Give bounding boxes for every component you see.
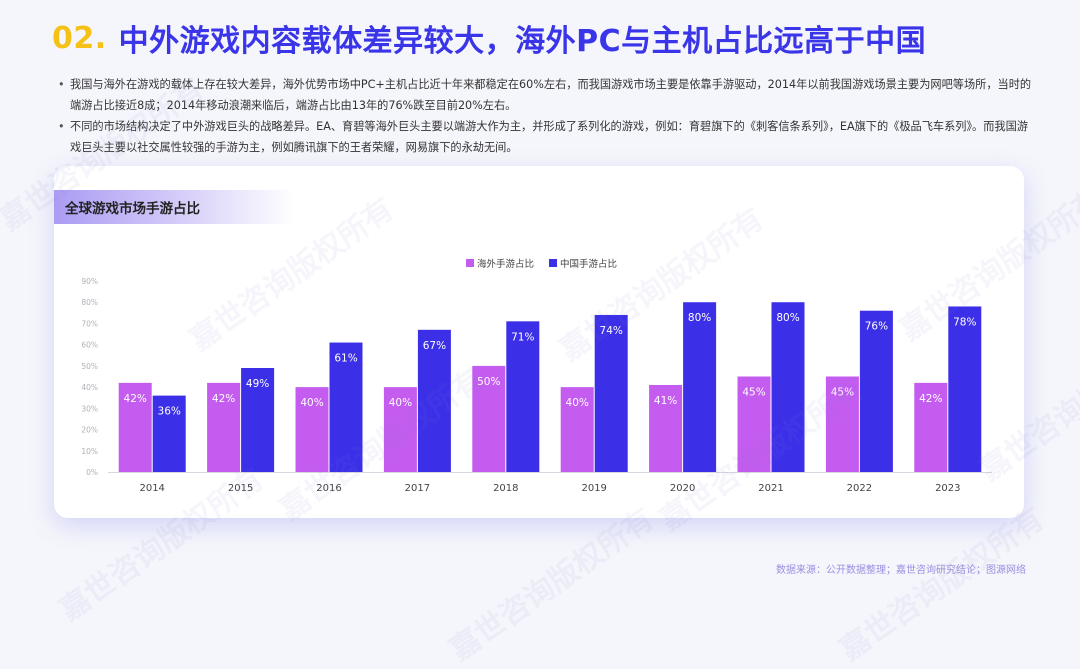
bar-china: [417, 329, 451, 472]
bar-china: [241, 368, 275, 472]
data-label: 41%: [654, 395, 677, 407]
data-label: 40%: [300, 397, 323, 409]
x-tick-label: 2015: [228, 483, 253, 494]
bar-overseas: [825, 376, 859, 472]
x-tick-label: 2022: [847, 483, 872, 494]
data-label: 40%: [566, 397, 589, 409]
bar-overseas: [560, 387, 594, 472]
data-label: 80%: [688, 312, 711, 324]
legend-swatch: [549, 259, 557, 267]
data-label: 74%: [600, 325, 623, 337]
data-label: 36%: [158, 406, 181, 418]
y-tick-label: 40%: [81, 383, 98, 392]
y-tick-label: 60%: [81, 341, 98, 350]
data-label: 50%: [477, 376, 500, 388]
bullet-item: 我国与海外在游戏的载体上存在较大差异，海外优势市场中PC+主机占比近十年来都稳定…: [58, 74, 1033, 116]
data-label: 71%: [511, 331, 534, 343]
data-label: 78%: [953, 316, 976, 328]
bar-overseas: [649, 384, 683, 472]
y-tick-label: 90%: [81, 277, 98, 286]
bullet-item: 不同的市场结构决定了中外游戏巨头的战略差异。EA、育碧等海外巨头主要以端游大作为…: [58, 116, 1033, 158]
y-tick-label: 30%: [81, 404, 98, 413]
bar-china: [859, 310, 893, 472]
bar-china: [506, 321, 540, 472]
legend-label: 海外手游占比: [477, 258, 534, 270]
y-tick-label: 10%: [81, 447, 98, 456]
bar-china: [594, 314, 628, 472]
bar-china: [152, 395, 186, 472]
headline: 中外游戏内容载体差异较大，海外PC与主机占比远高于中国: [118, 24, 927, 59]
y-tick-label: 20%: [81, 426, 98, 435]
y-tick-label: 70%: [81, 319, 98, 328]
bar-china: [771, 302, 805, 472]
data-label: 61%: [334, 353, 357, 365]
x-tick-label: 2020: [670, 483, 695, 494]
page-title: 02. 中外游戏内容载体差异较大，海外PC与主机占比远高于中国: [52, 16, 926, 60]
bullet-list: 我国与海外在游戏的载体上存在较大差异，海外优势市场中PC+主机占比近十年来都稳定…: [58, 74, 1033, 158]
chart-card-title: 全球游戏市场手游占比: [54, 190, 294, 224]
y-tick-label: 50%: [81, 362, 98, 371]
bar-overseas: [295, 387, 329, 472]
x-tick-label: 2016: [316, 483, 341, 494]
x-tick-label: 2019: [581, 483, 606, 494]
data-label: 42%: [919, 393, 942, 405]
chart: 0% 10% 20% 30% 40% 50% 60% 70% 80% 90% 42% 36% 2014 4…: [81, 258, 992, 494]
section-number: 02.: [52, 20, 107, 56]
bar-china: [683, 302, 717, 472]
data-label: 80%: [776, 312, 799, 324]
data-label: 76%: [865, 321, 888, 333]
data-label: 40%: [389, 397, 412, 409]
data-label: 42%: [212, 393, 235, 405]
x-tick-label: 2018: [493, 483, 518, 494]
bar-overseas: [472, 365, 506, 472]
bar-overseas: [118, 382, 152, 472]
data-label: 42%: [124, 393, 147, 405]
data-label: 45%: [742, 387, 765, 399]
x-tick-label: 2023: [935, 483, 960, 494]
x-tick-label: 2017: [405, 483, 430, 494]
data-label: 49%: [246, 378, 269, 390]
bar-china: [948, 306, 982, 472]
legend-label: 中国手游占比: [560, 258, 617, 270]
x-tick-label: 2021: [758, 483, 783, 494]
bar-overseas: [207, 382, 241, 472]
data-label: 67%: [423, 340, 446, 352]
y-tick-label: 80%: [81, 298, 98, 307]
bar-china: [329, 342, 363, 472]
legend-swatch: [466, 259, 474, 267]
y-tick-label: 0%: [86, 468, 98, 477]
bar-overseas: [383, 387, 417, 472]
x-tick-label: 2014: [139, 483, 164, 494]
data-source: 数据来源：公开数据整理；嘉世咨询研究结论；图源网络: [776, 565, 1026, 576]
data-label: 45%: [831, 387, 854, 399]
bar-overseas: [737, 376, 771, 472]
bar-overseas: [914, 382, 948, 472]
